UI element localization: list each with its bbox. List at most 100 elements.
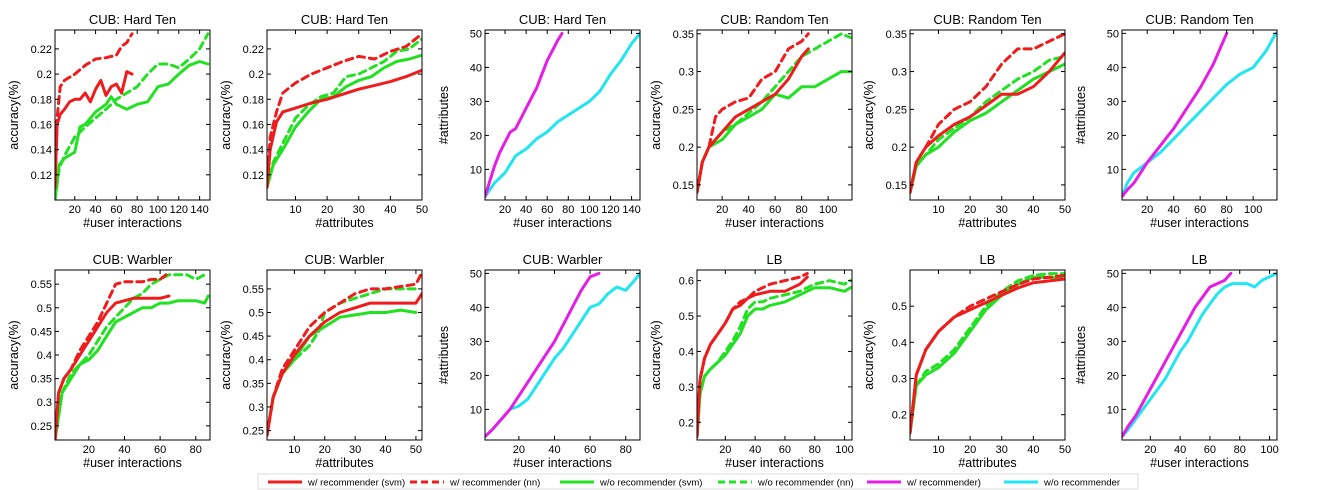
x-tick-label: 20 — [719, 444, 731, 456]
series-line-no-recommender-nn — [267, 37, 422, 189]
x-tick-label: 30 — [349, 444, 361, 456]
y-tick-label: 0.16 — [31, 119, 52, 131]
x-axis-label: #attributes — [958, 456, 1016, 470]
y-tick-label: 0.5 — [892, 301, 907, 313]
x-axis-label: #user interactions — [513, 456, 612, 470]
x-tick-label: 20 — [964, 204, 976, 216]
series-line-no-recommender-svm — [267, 308, 418, 437]
y-tick-label: 0.2 — [679, 417, 694, 429]
x-tick-label: 30 — [996, 444, 1008, 456]
x-tick-label: 20 — [83, 444, 95, 456]
x-axis-label: #user interactions — [725, 216, 824, 230]
y-tick-label: 0.6 — [679, 276, 694, 288]
y-tick-label: 0.15 — [673, 180, 694, 192]
axes-box — [696, 29, 853, 201]
y-tick-label: 0.3 — [37, 397, 52, 409]
series-line-no-recommender-svm — [267, 53, 422, 189]
chart-title: CUB: Random Ten — [933, 12, 1041, 27]
chart-title: CUB: Random Ten — [1145, 12, 1253, 27]
x-tick-label: 100 — [580, 204, 598, 216]
y-tick-label: 0.18 — [243, 94, 264, 106]
chart-panel: 20 40 60 80 100 10 20 30 40 50 CUB: Random Ten #use… — [1074, 12, 1278, 230]
x-tick-label: 10 — [289, 204, 301, 216]
legend-label: w/o recommender (nn) — [757, 478, 854, 489]
series-line-no-recommender-attr — [1122, 271, 1277, 439]
x-axis-label: #user interactions — [83, 216, 182, 230]
y-tick-label: 0.2 — [37, 69, 52, 81]
y-tick-label: 0.5 — [679, 311, 694, 323]
y-tick-label: 0.45 — [243, 331, 264, 343]
y-tick-label: 0.12 — [31, 170, 52, 182]
x-tick-label: 80 — [796, 204, 808, 216]
series-line-recommender-nn — [55, 32, 134, 189]
x-tick-label: 40 — [118, 444, 130, 456]
y-axis-label: accuracy(%) — [7, 80, 21, 149]
y-tick-label: 0.3 — [892, 374, 907, 386]
series-line-no-recommender-nn — [55, 32, 210, 200]
x-tick-label: 40 — [743, 204, 755, 216]
y-tick-label: 40 — [470, 62, 482, 74]
x-tick-label: 100 — [819, 204, 837, 216]
x-tick-label: 20 — [513, 444, 525, 456]
x-axis-label: #attributes — [958, 216, 1016, 230]
chart-title: LB — [1192, 252, 1208, 267]
series-line-recommender-attr — [1122, 31, 1229, 199]
chart-panel: 20 40 60 80 100 10 20 30 40 50 LB #user interaction… — [1074, 252, 1279, 470]
x-tick-label: 60 — [584, 444, 596, 456]
x-tick-label: 40 — [1027, 204, 1039, 216]
x-tick-label: 20 — [1144, 444, 1156, 456]
chart-panel: 20 40 60 80 10 20 30 40 50 CUB: Warbler #user inte… — [437, 252, 641, 470]
y-tick-label: 0.2 — [249, 69, 264, 81]
x-tick-label: 10 — [932, 204, 944, 216]
x-tick-label: 120 — [601, 204, 619, 216]
y-tick-label: 0.5 — [249, 308, 264, 320]
chart-title: CUB: Hard Ten — [89, 12, 176, 27]
legend-label: w/ recommender) — [906, 478, 981, 489]
y-tick-label: 0.35 — [31, 374, 52, 386]
y-tick-label: 20 — [470, 130, 482, 142]
y-axis-label: accuracy(%) — [649, 320, 663, 389]
y-tick-label: 0.4 — [37, 350, 52, 362]
chart-panel: 20 40 60 80 100 0.2 0.3 0.4 0.5 0.6 LB #user intera… — [649, 252, 854, 470]
y-tick-label: 0.12 — [243, 170, 264, 182]
y-tick-label: 30 — [470, 96, 482, 108]
x-tick-label: 20 — [499, 204, 511, 216]
axes-box — [909, 269, 1066, 441]
x-axis-label: #attributes — [315, 216, 373, 230]
chart-title: CUB: Warbler — [523, 252, 603, 267]
x-tick-label: 20 — [716, 204, 728, 216]
y-tick-label: 0.3 — [249, 402, 264, 414]
x-tick-label: 40 — [520, 204, 532, 216]
y-tick-label: 20 — [1107, 130, 1119, 142]
series-line-recommender-nn — [267, 270, 422, 437]
y-tick-label: 50 — [1107, 268, 1119, 280]
x-tick-label: 120 — [170, 204, 188, 216]
y-tick-label: 0.55 — [243, 284, 264, 296]
series-line-no-recommender-attr — [1122, 31, 1277, 199]
x-axis-label: #user interactions — [1150, 456, 1249, 470]
y-tick-label: 50 — [470, 268, 482, 280]
x-tick-label: 60 — [769, 204, 781, 216]
axes-box — [266, 269, 423, 441]
series-line-recommender-nn — [910, 273, 1065, 435]
x-tick-label: 100 — [149, 204, 167, 216]
y-axis-label: #attributes — [1074, 326, 1088, 384]
series-line-recommender-svm — [55, 294, 171, 440]
y-tick-label: 10 — [1107, 404, 1119, 416]
y-tick-label: 0.2 — [679, 142, 694, 154]
y-tick-label: 0.3 — [679, 67, 694, 79]
x-tick-label: 100 — [1244, 204, 1262, 216]
chart-panel: 10 20 30 40 50 0.2 0.3 0.4 0.5 LB #attributes accur… — [862, 252, 1071, 470]
series-line-recommender-svm — [697, 275, 809, 438]
y-tick-label: 0.35 — [243, 378, 264, 390]
y-tick-label: 0.35 — [673, 29, 694, 41]
y-tick-label: 40 — [470, 302, 482, 314]
series-line-no-recommender-svm — [55, 60, 210, 200]
y-axis-label: accuracy(%) — [862, 320, 876, 389]
series-line-recommender-svm — [910, 51, 1065, 194]
y-tick-label: 10 — [470, 164, 482, 176]
y-tick-label: 30 — [1107, 336, 1119, 348]
x-tick-label: 40 — [89, 204, 101, 216]
x-tick-label: 60 — [779, 444, 791, 456]
y-tick-label: 0.4 — [892, 337, 907, 349]
